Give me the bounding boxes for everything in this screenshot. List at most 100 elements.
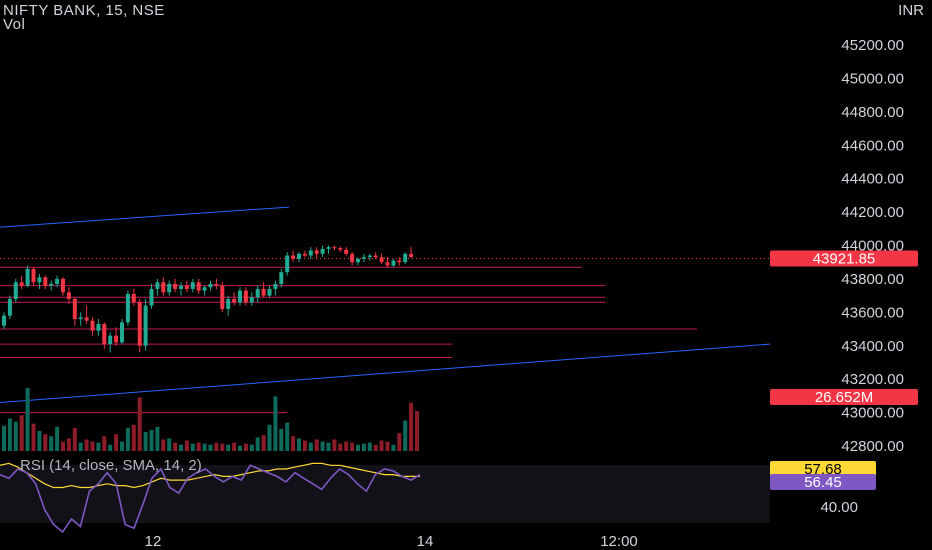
volume-bar xyxy=(273,396,278,451)
rsi-label: RSI (14, close, SMA, 14, 2) xyxy=(20,457,202,474)
candle-body xyxy=(308,250,313,256)
candle-body xyxy=(108,335,113,345)
volume-bar xyxy=(338,443,343,451)
candle-body xyxy=(114,335,119,343)
price-tick-label: 44800.00 xyxy=(841,104,904,121)
volume-bar xyxy=(49,436,54,451)
candle-body xyxy=(102,324,107,345)
last-price-tag: 43921.85 xyxy=(813,251,876,268)
candle-body xyxy=(320,248,325,254)
price-tick-label: 43400.00 xyxy=(841,338,904,355)
price-tick-label: 43800.00 xyxy=(841,271,904,288)
candle-body xyxy=(72,298,77,320)
symbol-title[interactable]: NIFTY BANK, 15, NSE xyxy=(3,2,165,19)
volume-bar xyxy=(120,441,124,451)
volume-bar xyxy=(415,411,419,451)
volume-bar xyxy=(66,438,71,451)
volume-bar xyxy=(131,424,136,451)
volume-bar xyxy=(25,388,30,451)
volume-bar xyxy=(226,444,231,451)
candle-body xyxy=(167,283,172,293)
volume-bar xyxy=(279,428,284,451)
candle-body xyxy=(332,247,337,249)
candle-body xyxy=(55,278,60,284)
candle-body xyxy=(155,282,160,289)
candle-body xyxy=(243,290,248,303)
volume-bar xyxy=(43,434,48,451)
volume-label: Vol xyxy=(3,16,26,33)
volume-bar xyxy=(302,440,307,451)
currency-label: INR xyxy=(898,2,924,19)
volume-bar xyxy=(55,426,60,451)
volume-bar xyxy=(261,435,266,451)
volume-bar xyxy=(196,442,201,451)
volume-value-tag-bg xyxy=(770,389,918,405)
volume-bar xyxy=(373,444,378,451)
candle-body xyxy=(161,282,166,293)
volume-bar xyxy=(385,441,390,451)
candle-body xyxy=(344,249,349,254)
candle-body xyxy=(391,260,396,266)
volume-bar xyxy=(179,444,183,451)
candle-body xyxy=(338,248,343,250)
candle-body xyxy=(25,268,30,286)
rsi-sma-line xyxy=(0,462,420,489)
candle-body xyxy=(137,302,142,346)
volume-bar xyxy=(208,444,213,451)
trendline-0 xyxy=(0,206,290,228)
last-price-tag-bg xyxy=(770,250,918,267)
volume-bar xyxy=(37,431,42,451)
volume-bar xyxy=(202,443,207,451)
candle-body xyxy=(202,287,207,291)
volume-bar xyxy=(243,443,248,451)
candle-body xyxy=(196,282,201,291)
price-tick-label: 44400.00 xyxy=(841,171,904,188)
volume-bar xyxy=(391,444,396,451)
volume-bar xyxy=(114,434,119,451)
volume-bar xyxy=(108,444,113,451)
volume-bar xyxy=(214,442,219,451)
volume-bar xyxy=(297,438,301,451)
candle-body xyxy=(232,298,237,303)
candle-body xyxy=(361,257,366,259)
time-tick-label: 12 xyxy=(145,533,162,550)
volume-bar xyxy=(7,418,12,451)
candle-body xyxy=(220,285,225,309)
volume-bar xyxy=(78,442,83,451)
candle-body xyxy=(249,297,254,303)
candle-body xyxy=(96,324,101,331)
candle-body xyxy=(173,283,178,289)
candle-body xyxy=(149,288,154,306)
candle-body xyxy=(37,277,42,283)
candle-body xyxy=(131,293,136,303)
rsi-value-tag-bg xyxy=(770,461,876,477)
candle-body xyxy=(279,272,284,284)
candle-body xyxy=(350,253,355,263)
time-tick-label: 14 xyxy=(417,533,434,550)
volume-bar xyxy=(249,444,254,451)
volume-bar xyxy=(84,439,89,451)
volume-bar xyxy=(232,442,237,451)
rsi-tick-label: 40.00 xyxy=(820,499,858,516)
volume-bar xyxy=(361,443,366,451)
candle-body xyxy=(273,283,278,289)
price-tick-label: 42800.00 xyxy=(841,438,904,455)
volume-bar xyxy=(403,420,408,451)
candle-body xyxy=(19,282,24,286)
candle-body xyxy=(226,298,231,309)
volume-bar xyxy=(314,439,319,451)
candle-body xyxy=(120,322,124,343)
volume-bar xyxy=(13,421,18,451)
volume-bar xyxy=(137,397,142,451)
volume-bar xyxy=(367,442,372,451)
candle-body xyxy=(43,277,48,286)
volume-bar xyxy=(350,442,355,451)
candle-body xyxy=(261,288,266,296)
volume-bar xyxy=(61,441,65,451)
candle-body xyxy=(184,285,189,289)
candle-body xyxy=(190,282,195,289)
candle-body xyxy=(373,255,378,258)
candle-body xyxy=(61,278,65,293)
candle-body xyxy=(285,255,290,273)
